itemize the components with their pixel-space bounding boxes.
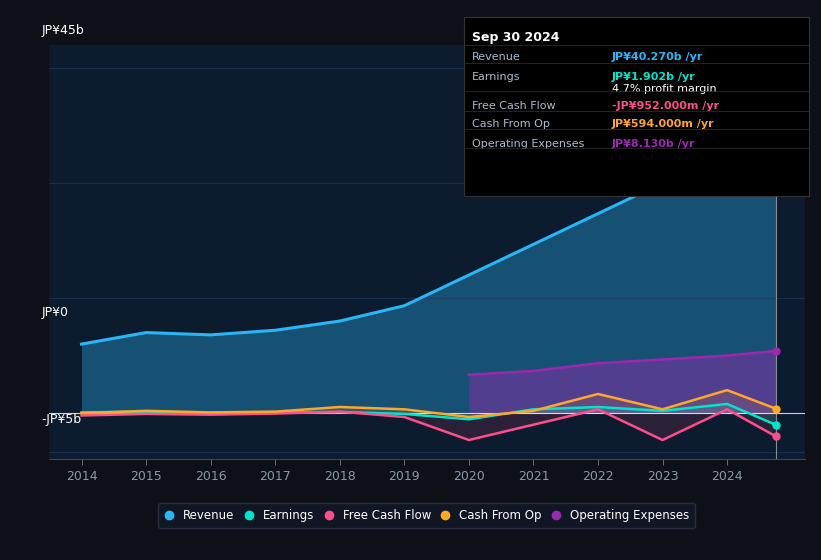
Text: JP¥0: JP¥0 — [42, 306, 69, 319]
Text: JP¥594.000m /yr: JP¥594.000m /yr — [612, 119, 714, 129]
Text: Revenue: Revenue — [472, 52, 521, 62]
Text: JP¥8.130b /yr: JP¥8.130b /yr — [612, 139, 695, 149]
Text: Operating Expenses: Operating Expenses — [472, 139, 585, 149]
Text: -JP¥952.000m /yr: -JP¥952.000m /yr — [612, 101, 718, 111]
Legend: Revenue, Earnings, Free Cash Flow, Cash From Op, Operating Expenses: Revenue, Earnings, Free Cash Flow, Cash … — [158, 503, 695, 528]
Text: 4.7% profit margin: 4.7% profit margin — [612, 84, 716, 94]
Text: Cash From Op: Cash From Op — [472, 119, 550, 129]
Text: JP¥40.270b /yr: JP¥40.270b /yr — [612, 52, 703, 62]
Text: Free Cash Flow: Free Cash Flow — [472, 101, 556, 111]
Text: JP¥45b: JP¥45b — [42, 24, 85, 36]
Text: Sep 30 2024: Sep 30 2024 — [472, 31, 560, 44]
Text: Earnings: Earnings — [472, 72, 521, 82]
Text: JP¥1.902b /yr: JP¥1.902b /yr — [612, 72, 695, 82]
Text: -JP¥5b: -JP¥5b — [42, 413, 82, 426]
